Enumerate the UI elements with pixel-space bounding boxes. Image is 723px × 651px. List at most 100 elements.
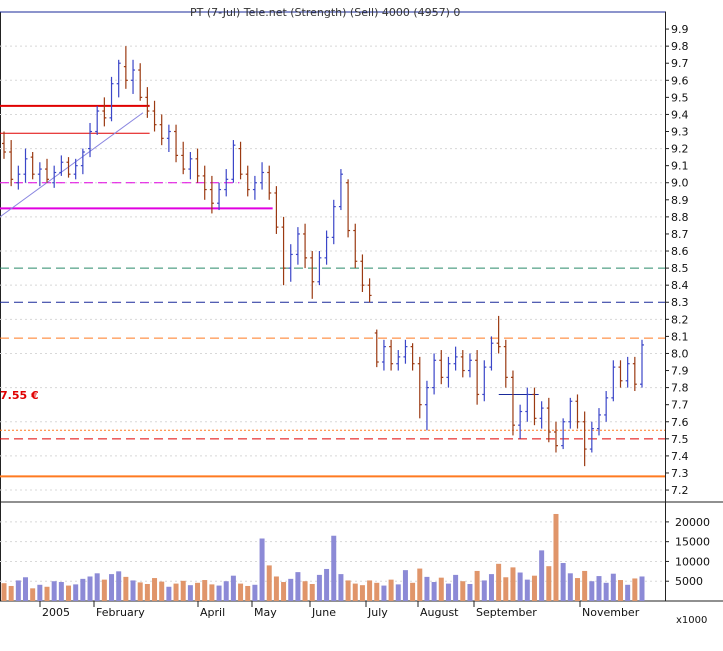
price-tick-label: 9.5 — [671, 91, 689, 104]
volume-bar — [288, 578, 294, 601]
volume-bar — [438, 577, 444, 601]
volume-bar — [496, 563, 502, 601]
price-tick-label: 9.6 — [671, 74, 689, 87]
grid-layer — [0, 11, 723, 602]
month-label: November — [582, 606, 640, 619]
volume-bar — [187, 585, 193, 601]
volume-bar — [309, 583, 315, 601]
candle-layer — [2, 46, 644, 467]
volume-bar — [431, 582, 437, 601]
volume-bar — [617, 580, 623, 601]
volume-bar — [259, 538, 265, 601]
volume-bar — [324, 568, 330, 601]
volume-bar — [152, 578, 158, 601]
axis-layer: 7.2 7.3 7.4 7.5 7.6 7.7 7.8 7.9 8.0 8.1 8.2 8.3 8.4 8… — [39, 23, 710, 619]
volume-bar — [567, 573, 573, 601]
volume-tick-label: 5000 — [675, 575, 703, 588]
volume-bar — [603, 582, 609, 601]
price-tick-label: 7.5 — [671, 433, 689, 446]
volume-bar — [560, 563, 566, 601]
price-tick-label: 9.2 — [671, 143, 689, 156]
volume-bar — [109, 574, 115, 601]
price-tick-label: 8.7 — [671, 228, 689, 241]
volume-bar — [625, 584, 631, 601]
volume-bar — [453, 574, 459, 601]
price-tick-label: 9.8 — [671, 40, 689, 53]
price-tick-label: 7.4 — [671, 450, 689, 463]
volume-bar — [517, 572, 523, 601]
volume-bar — [137, 582, 143, 601]
volume-bar — [101, 579, 107, 601]
price-tick-label: 7.9 — [671, 365, 689, 378]
volume-bar — [202, 580, 208, 601]
volume-bar — [123, 576, 129, 601]
price-tick-label: 8.4 — [671, 279, 689, 292]
volume-bar — [381, 585, 387, 601]
volume-bar — [503, 577, 509, 601]
volume-bar — [238, 583, 244, 601]
volume-bar — [37, 584, 43, 601]
volume-bar — [632, 578, 638, 601]
volume-bar — [374, 582, 380, 601]
price-tick-label: 8.3 — [671, 296, 689, 309]
price-tick-label: 7.2 — [671, 484, 689, 497]
price-tick-label: 8.9 — [671, 194, 689, 207]
volume-bar — [30, 588, 36, 601]
month-label: May — [254, 606, 277, 619]
price-tick-label: 9.4 — [671, 108, 689, 121]
volume-bar — [589, 581, 595, 601]
volume-bar — [417, 568, 423, 601]
volume-bar — [195, 582, 201, 601]
volume-bar — [610, 573, 616, 601]
price-tick-label: 7.6 — [671, 416, 689, 429]
volume-bar — [44, 586, 50, 601]
price-tick-label: 8.2 — [671, 313, 689, 326]
volume-bar — [302, 581, 308, 601]
price-tick-label: 7.7 — [671, 399, 689, 412]
price-tick-label: 7.8 — [671, 382, 689, 395]
volume-bar — [402, 570, 408, 601]
volume-bar — [51, 581, 57, 601]
volume-bar — [209, 584, 215, 601]
volume-bar — [574, 578, 580, 601]
volume-bar — [424, 576, 430, 601]
volume-bar — [639, 576, 645, 601]
volume-unit-label: x1000 — [676, 615, 707, 626]
volume-tick-label: 15000 — [675, 536, 710, 549]
volume-bar — [58, 582, 64, 601]
volume-bar — [445, 583, 451, 601]
volume-bar — [180, 580, 186, 601]
volume-bar — [173, 583, 179, 601]
volume-bar — [66, 585, 72, 601]
volume-bar — [295, 572, 301, 601]
volume-bar — [23, 577, 29, 601]
volume-bar — [359, 585, 365, 601]
month-label: 2005 — [42, 606, 70, 619]
month-label: July — [367, 606, 388, 619]
month-label: August — [420, 606, 459, 619]
volume-bar — [510, 567, 516, 601]
volume-bar — [87, 576, 93, 601]
price-tick-label: 9.7 — [671, 57, 689, 70]
volume-bar — [273, 576, 279, 601]
price-tick-label: 8.1 — [671, 330, 689, 343]
volume-bar — [481, 580, 487, 601]
volume-bar — [245, 585, 251, 601]
volume-bar — [539, 550, 545, 601]
price-tick-label: 9.3 — [671, 126, 689, 139]
volume-bar — [73, 584, 79, 601]
volume-bar — [388, 579, 394, 601]
volume-bar — [94, 573, 100, 601]
volume-bar — [266, 565, 272, 601]
volume-bar — [166, 586, 172, 601]
month-label: February — [96, 606, 145, 619]
price-tick-label: 8.8 — [671, 211, 689, 224]
volume-bar — [467, 583, 473, 601]
volume-tick-label: 10000 — [675, 555, 710, 568]
volume-bar — [345, 580, 351, 601]
price-tick-label: 8.6 — [671, 245, 689, 258]
volume-bar — [460, 581, 466, 601]
